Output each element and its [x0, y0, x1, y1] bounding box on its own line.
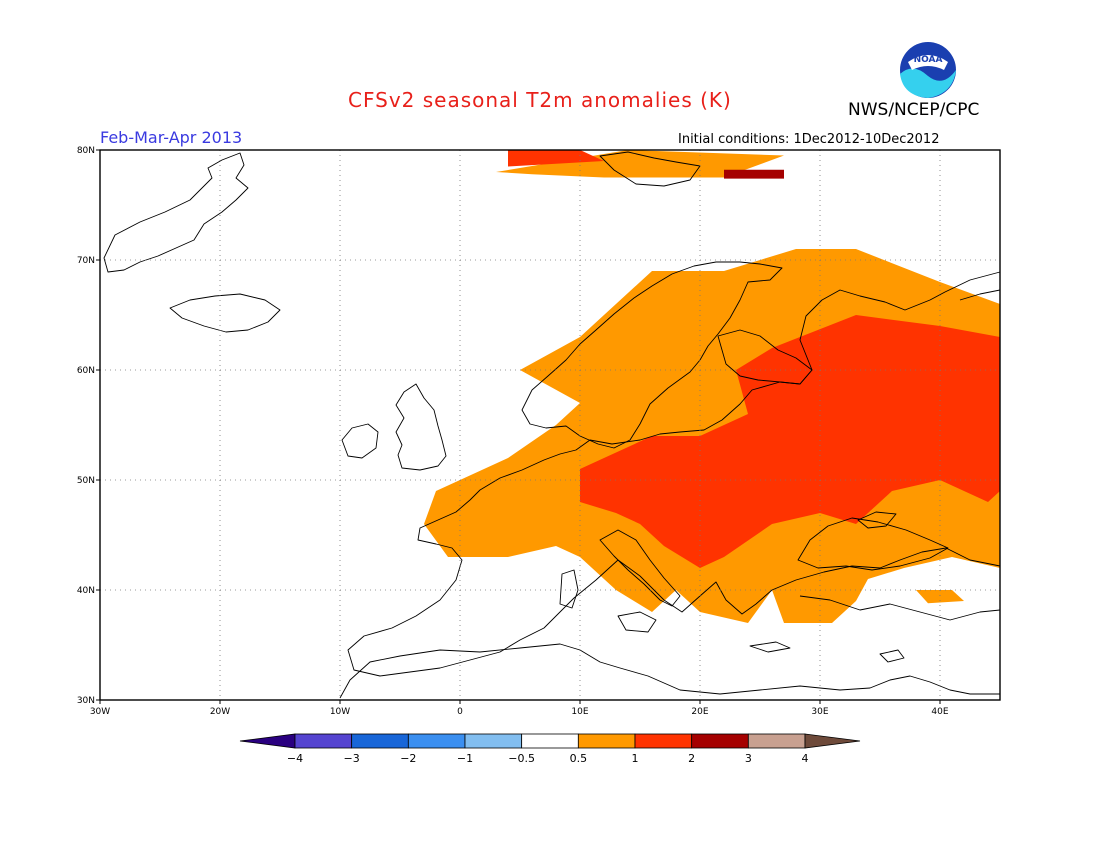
- tick-label-lon-30E: 30E: [811, 707, 828, 717]
- coastlines: [103, 151, 1001, 699]
- noaa-logo: NOAA: [900, 42, 956, 98]
- coastline-great-britain: [395, 383, 447, 471]
- gridlines: [100, 150, 1000, 700]
- legend-label-1: −3: [344, 752, 360, 765]
- coastline-svalbard: [599, 151, 701, 187]
- tick-label-lon-0: 0: [457, 707, 463, 717]
- noaa-logo-bird: [908, 55, 948, 70]
- legend-label-7: 2: [688, 752, 695, 765]
- initial-conditions-label: Initial conditions: 1Dec2012-10Dec2012: [678, 132, 940, 147]
- anomaly-region-2-3-5: [724, 169, 784, 179]
- coastline-north-africa: [339, 643, 1000, 699]
- tick-label-lat-60N: 60N: [77, 366, 95, 376]
- anomaly-region-1-2-3: [580, 315, 1000, 568]
- legend-swatch-2: [407, 733, 466, 749]
- noaa-logo-wave: [900, 68, 956, 98]
- coastline-novaya-zemlya: [959, 289, 1001, 301]
- axis-ticks: 30W 20W 10W 0 10E 20E 30E 40E 80N 70N 60N 50N 40N 30N: [77, 146, 949, 717]
- tick-label-lon-40E: 40E: [931, 707, 948, 717]
- coastline-sicily: [617, 611, 657, 633]
- legend-label-9: 4: [802, 752, 809, 765]
- legend-swatch-3: [464, 733, 523, 749]
- tick-label-lat-40N: 40N: [77, 586, 95, 596]
- legend-label-5: 0.5: [570, 752, 588, 765]
- coastline-greenland: [103, 152, 249, 273]
- legend-swatch-5: [577, 733, 636, 749]
- coastline-anatolia: [799, 595, 1001, 621]
- coastline-ireland: [341, 423, 379, 459]
- anomaly-region-0.5-1-2: [916, 590, 964, 604]
- legend-label-8: 3: [745, 752, 752, 765]
- anomaly-region-0.5-1-1: [496, 150, 784, 178]
- organization-label: NWS/NCEP/CPC: [848, 100, 980, 120]
- legend-swatch-0: [294, 733, 353, 749]
- legend-label-2: −2: [400, 752, 416, 765]
- color-legend: −4 −3 −2 −1 −0.5 0.5 1 2 3 4: [239, 733, 861, 765]
- legend-label-4: −0.5: [508, 752, 535, 765]
- tick-label-lon-20E: 20E: [691, 707, 708, 717]
- coastline-crimea: [857, 511, 897, 529]
- tick-label-lat-70N: 70N: [77, 256, 95, 266]
- tick-label-lon-10E: 10E: [571, 707, 588, 717]
- coastline-mainland: [347, 271, 1001, 677]
- legend-arrow-low: [239, 733, 296, 749]
- legend-swatch-1: [351, 733, 409, 749]
- legend-arrow-high: [804, 733, 861, 749]
- map-frame: [99, 149, 1001, 701]
- tick-label-lon-10W: 10W: [330, 707, 350, 717]
- legend-label-3: −1: [457, 752, 473, 765]
- coastline-crete: [749, 641, 791, 653]
- legend-label-6: 1: [632, 752, 639, 765]
- tick-label-lon-20W: 20W: [210, 707, 230, 717]
- tick-label-lat-50N: 50N: [77, 476, 95, 486]
- anomaly-regions: [424, 150, 1000, 623]
- coastline-black-sea: [797, 517, 949, 571]
- coastline-iceland: [169, 293, 281, 333]
- legend-label-0: −4: [287, 752, 303, 765]
- legend-swatch-8: [747, 733, 806, 749]
- legend-swatch-6: [634, 733, 693, 749]
- coastline-scandinavia: [521, 261, 783, 449]
- tick-label-lat-80N: 80N: [77, 146, 95, 156]
- season-label: Feb-Mar-Apr 2013: [100, 128, 243, 147]
- coastline-sardinia: [559, 569, 579, 609]
- anomaly-region-1-2-4: [508, 150, 604, 167]
- legend-swatch-4: [521, 733, 579, 749]
- legend-swatch-7: [691, 733, 749, 749]
- coastline-italy: [599, 529, 681, 607]
- tick-label-lat-30N: 30N: [77, 696, 95, 706]
- tick-label-lon-30W: 30W: [90, 707, 110, 717]
- coastline-cyprus: [879, 649, 905, 663]
- noaa-logo-text: NOAA: [914, 55, 943, 65]
- chart-title: CFSv2 seasonal T2m anomalies (K): [348, 88, 732, 112]
